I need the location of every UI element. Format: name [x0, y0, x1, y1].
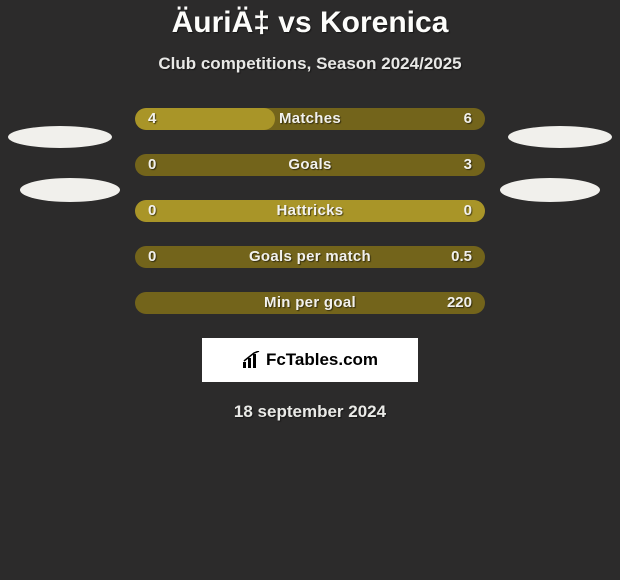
stat-row: Goals0 3 [0, 154, 620, 176]
fctables-logo: FcTables.com [242, 350, 378, 370]
comparison-chart: Matches46Goals03Hattricks00Goals per mat… [0, 108, 620, 314]
logo-text: FcTables.com [266, 350, 378, 370]
row-label: Min per goal [135, 292, 485, 314]
stat-row: Min per goal220 [0, 292, 620, 314]
stat-row: Hattricks0 0 [0, 200, 620, 222]
date-text: 18 september 2024 [0, 402, 620, 422]
value-right: 6 [464, 108, 472, 130]
page-title: ÄuriÄ‡ vs Korenica [0, 0, 620, 40]
value-right: 220 [447, 292, 472, 314]
logo-box: FcTables.com [202, 338, 418, 382]
row-label: Matches [135, 108, 485, 130]
value-right: 3 [464, 154, 472, 176]
stat-row: Matches4 6 [0, 108, 620, 130]
stat-row: Goals per match0 0.5 [0, 246, 620, 268]
value-right: 0.5 [451, 246, 472, 268]
value-left: 4 [148, 108, 156, 130]
value-left: 0 [148, 246, 156, 268]
value-left: 0 [148, 200, 156, 222]
subtitle: Club competitions, Season 2024/2025 [0, 54, 620, 74]
row-label: Goals [135, 154, 485, 176]
value-left: 0 [148, 154, 156, 176]
bars-icon [242, 351, 262, 369]
value-right: 0 [464, 200, 472, 222]
row-label: Goals per match [135, 246, 485, 268]
row-label: Hattricks [135, 200, 485, 222]
